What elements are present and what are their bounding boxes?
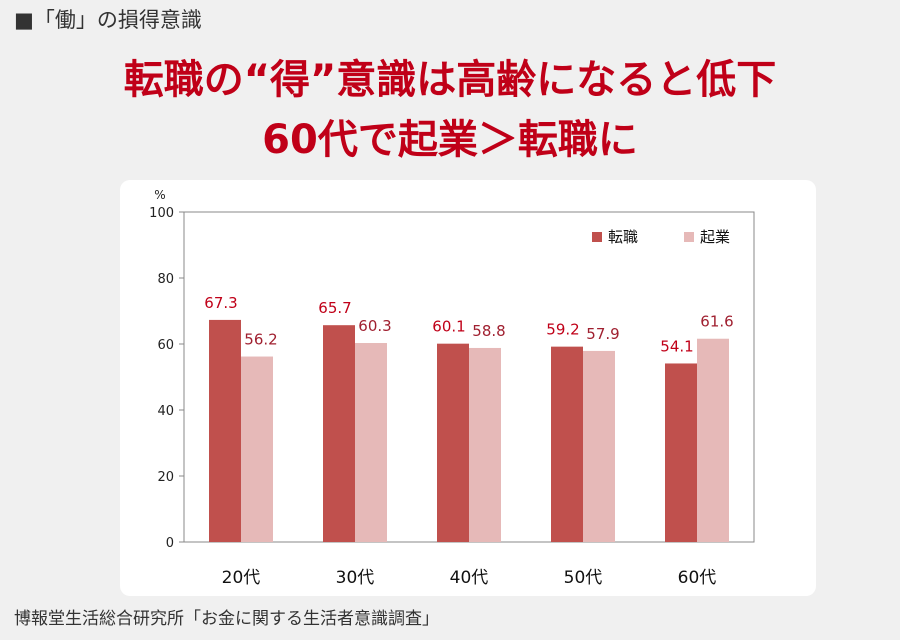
data-label: 56.2 — [244, 331, 277, 349]
bar-kigyo — [697, 338, 729, 542]
headline-line-1: 転職の“得”意識は高齢になると低下 — [123, 57, 777, 103]
data-label: 61.6 — [700, 313, 733, 331]
chart-card: 0 20 40 60 80 100% 67.3 56.2 20代 65.7 60.3 30代 60.1 5… — [120, 180, 816, 596]
headline-line-2: 60代で起業＞転職に — [262, 117, 638, 163]
legend-swatch — [684, 232, 694, 242]
bar-tenshoku — [323, 325, 355, 542]
bar-kigyo — [583, 350, 615, 542]
y-tick-label: 100 — [149, 206, 174, 221]
legend-label: 起業 — [700, 228, 730, 246]
data-label: 59.2 — [546, 321, 579, 339]
bar-tenshoku — [437, 343, 469, 542]
x-tick-label: 20代 — [222, 568, 261, 588]
y-tick-label: 80 — [157, 272, 174, 287]
data-label: 65.7 — [318, 299, 351, 317]
source-citation: 博報堂生活総合研究所「お金に関する生活者意識調査」 — [14, 609, 439, 629]
y-axis-unit: % — [154, 188, 165, 202]
legend-label: 転職 — [608, 228, 638, 246]
x-tick-label: 40代 — [450, 568, 489, 588]
data-label: 60.3 — [358, 317, 391, 335]
x-tick-label: 50代 — [564, 568, 603, 588]
bar-tenshoku — [551, 346, 583, 542]
data-label: 57.9 — [586, 325, 619, 343]
section-label: ■「働」の損得意識 — [14, 8, 202, 32]
bar-kigyo — [355, 343, 387, 542]
bar-kigyo — [469, 347, 501, 542]
y-tick-label: 20 — [157, 470, 174, 485]
data-label: 58.8 — [472, 322, 505, 340]
bar-tenshoku — [209, 319, 241, 542]
bar-kigyo — [241, 356, 273, 542]
data-label: 54.1 — [660, 337, 693, 355]
data-label: 67.3 — [204, 294, 237, 312]
data-label: 60.1 — [432, 318, 465, 336]
y-tick-label: 0 — [166, 536, 174, 551]
legend-swatch — [592, 232, 602, 242]
x-tick-label: 30代 — [336, 568, 375, 588]
y-tick-label: 40 — [157, 404, 174, 419]
bar-chart: 0 20 40 60 80 100% 67.3 56.2 20代 65.7 60.3 30代 60.1 5… — [149, 188, 755, 588]
y-tick-label: 60 — [157, 338, 174, 353]
bar-tenshoku — [665, 363, 697, 542]
x-tick-label: 60代 — [678, 568, 717, 588]
